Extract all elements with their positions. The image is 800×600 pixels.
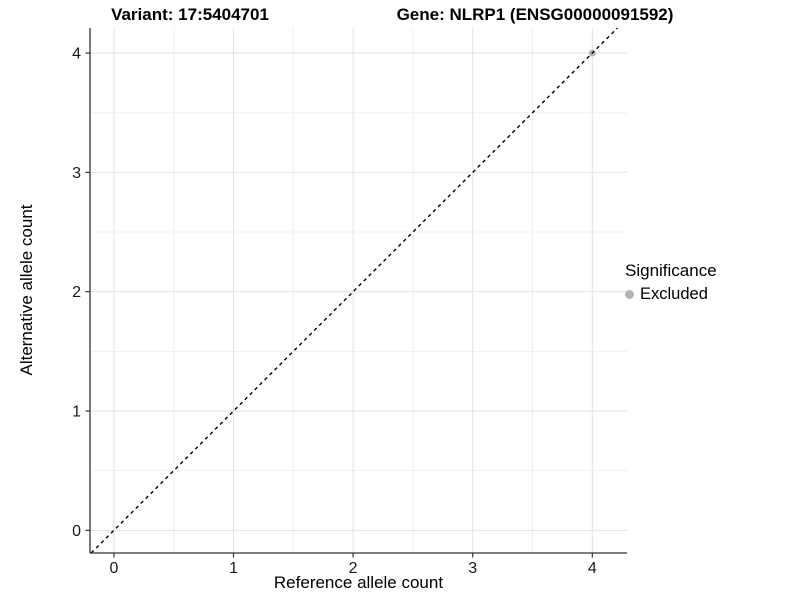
x-tick-label: 2 (349, 560, 358, 577)
x-axis-title: Reference allele count (273, 573, 444, 592)
y-tick-label: 2 (72, 284, 81, 301)
x-tick-label: 0 (109, 560, 118, 577)
y-tick-label: 3 (72, 165, 81, 182)
x-tick-label: 1 (229, 560, 238, 577)
legend-item-label: Excluded (640, 285, 708, 303)
x-tick-label: 3 (468, 560, 477, 577)
legend: Significance Excluded (625, 261, 717, 304)
gene-title: Gene: NLRP1 (ENSG00000091592) (396, 5, 674, 24)
y-tick-label: 1 (72, 404, 81, 421)
x-tick-label: 4 (588, 560, 597, 577)
excluded-point-icon (625, 290, 634, 299)
y-axis-title: Alternative allele count (17, 204, 36, 376)
y-tick-label: 0 (72, 523, 81, 540)
y-tick-label: 4 (72, 46, 81, 63)
legend-item-excluded: Excluded (625, 285, 717, 304)
legend-title: Significance (625, 261, 717, 280)
variant-title: Variant: 17:5404701 (111, 5, 269, 24)
identity-reference-line (90, 27, 618, 554)
